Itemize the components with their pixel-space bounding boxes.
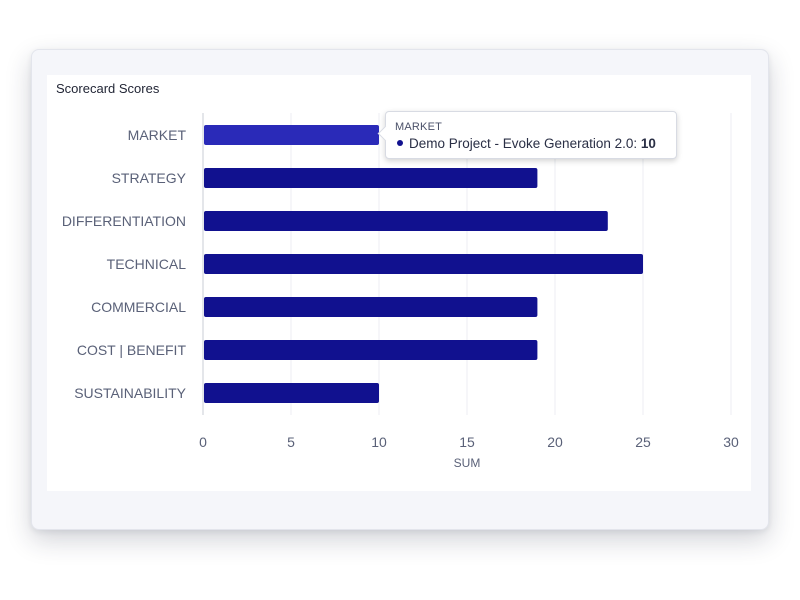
x-tick-label: 10 xyxy=(371,434,387,450)
x-tick-label: 25 xyxy=(635,434,651,450)
tooltip-series-label: Demo Project - Evoke Generation 2.0: xyxy=(409,136,641,151)
category-label: COST | BENEFIT xyxy=(77,342,187,358)
bar[interactable] xyxy=(204,168,538,188)
x-tick-label: 5 xyxy=(287,434,295,450)
category-label: MARKET xyxy=(128,127,187,143)
bar[interactable] xyxy=(204,254,643,274)
bar[interactable] xyxy=(204,125,379,145)
tooltip-row: Demo Project - Evoke Generation 2.0: 10 xyxy=(395,136,676,151)
category-label: SUSTAINABILITY xyxy=(74,385,186,401)
x-tick-label: 0 xyxy=(199,434,207,450)
bars xyxy=(204,125,643,403)
x-tick-label: 20 xyxy=(547,434,563,450)
bar[interactable] xyxy=(204,383,379,403)
bar[interactable] xyxy=(204,340,538,360)
bar-tooltip: MARKET Demo Project - Evoke Generation 2… xyxy=(385,111,677,159)
chart-title: Scorecard Scores xyxy=(56,81,160,96)
category-label: COMMERCIAL xyxy=(91,299,186,315)
bar[interactable] xyxy=(204,297,538,317)
category-labels: MARKET STRATEGY DIFFERENTIATION TECHNICAL CO… xyxy=(62,127,187,401)
x-tick-label: 15 xyxy=(459,434,475,450)
category-label: TECHNICAL xyxy=(107,256,187,272)
category-label: STRATEGY xyxy=(112,170,187,186)
series-dot-icon xyxy=(397,140,403,147)
category-label: DIFFERENTIATION xyxy=(62,213,186,229)
x-tick-labels: 0 5 10 15 20 25 30 xyxy=(199,434,739,450)
x-axis-label: SUM xyxy=(454,456,481,470)
x-tick-label: 30 xyxy=(723,434,739,450)
tooltip-value: 10 xyxy=(640,136,656,151)
bar[interactable] xyxy=(204,211,608,231)
tooltip-category: MARKET xyxy=(395,121,443,133)
